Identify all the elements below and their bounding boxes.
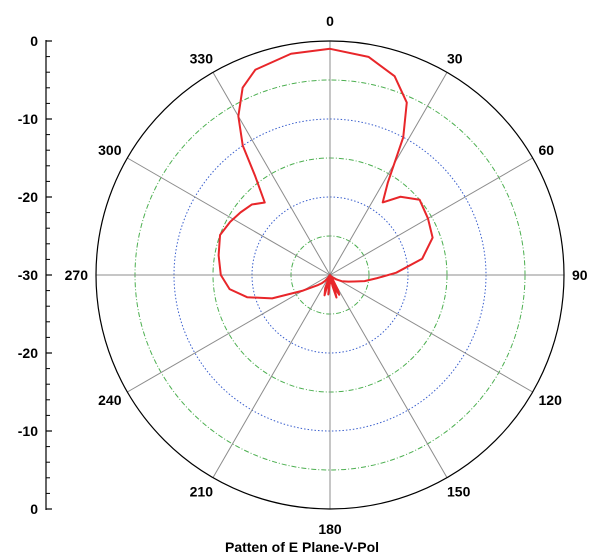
radial-tick-label: 0 <box>30 501 38 517</box>
grid-spokes <box>96 41 564 509</box>
grid-spoke <box>329 72 448 276</box>
grid-spoke <box>329 274 448 478</box>
pattern-trace-series <box>217 47 434 300</box>
angle-tick-label: 330 <box>190 51 214 67</box>
radial-axis: 0 -10 -20 -30 -20 -10 0 <box>18 33 52 517</box>
angle-tick-label: 60 <box>539 142 555 158</box>
grid-spoke <box>127 157 331 276</box>
radial-tick-label: -30 <box>18 267 38 283</box>
radial-tick-label: -10 <box>18 423 38 439</box>
outer-ring <box>95 40 565 510</box>
radial-tick-label: 0 <box>30 33 38 49</box>
grid-spoke <box>329 157 533 276</box>
radial-tick-label: -20 <box>18 345 38 361</box>
angle-tick-label: 0 <box>326 13 334 29</box>
angle-tick-label: 150 <box>447 484 471 500</box>
angle-tick-label: 240 <box>98 392 122 408</box>
angle-tick-label: 180 <box>318 521 342 537</box>
angle-tick-label: 120 <box>539 392 563 408</box>
radial-minor-ticks <box>46 40 52 510</box>
angle-tick-label: 300 <box>98 142 122 158</box>
grid-spoke <box>127 274 331 393</box>
angle-tick-label: 90 <box>572 267 588 283</box>
radial-tick-label: -10 <box>18 111 38 127</box>
radial-tick-label: -20 <box>18 189 38 205</box>
grid-spoke <box>212 274 331 478</box>
chart-title: Patten of E Plane-V-Pol <box>225 539 379 555</box>
angle-labels: 0 30 60 90 120 150 180 210 240 270 300 330 <box>65 13 588 537</box>
angle-tick-label: 270 <box>65 267 89 283</box>
grid-spoke <box>212 72 331 276</box>
radial-tick-labels: 0 -10 -20 -30 -20 -10 0 <box>18 33 38 517</box>
angle-tick-label: 30 <box>447 51 463 67</box>
angle-tick-label: 210 <box>190 484 214 500</box>
grid-spoke <box>329 274 533 393</box>
